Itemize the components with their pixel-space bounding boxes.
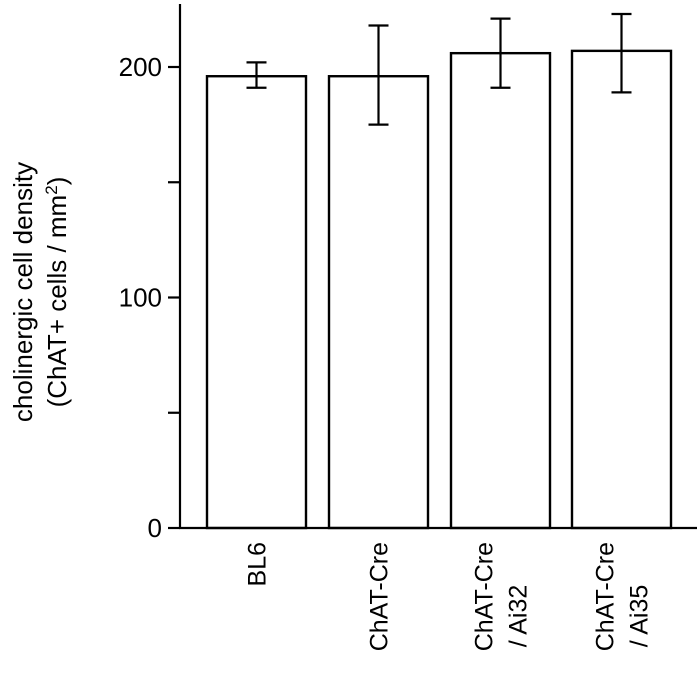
bar-4 (570, 49, 673, 530)
y-axis-label-superscript: 2 (42, 185, 61, 194)
y-axis-label-line-1: cholinergic cell density (8, 162, 38, 422)
y-axis-label: cholinergic cell density (ChAT+ cells / … (8, 162, 72, 422)
y-tick-label-100: 100 (119, 283, 162, 313)
bar-3 (449, 51, 552, 530)
y-axis-label-unit: (ChAT+ cells / mm (42, 195, 72, 408)
bar-2 (327, 75, 430, 530)
category-label-3-line-1: ChAT-Cre (471, 542, 499, 651)
category-label-4-line-2: / Ai35 (626, 585, 654, 648)
y-tick-label-0: 0 (148, 513, 162, 543)
category-label-4-line-1: ChAT-Cre (592, 542, 620, 651)
category-label-1-line-1: BL6 (244, 542, 272, 586)
y-tick-label-200: 200 (119, 52, 162, 82)
category-label-3-line-2: / Ai32 (505, 585, 533, 648)
bar-1 (205, 75, 308, 530)
y-axis-label-line-2: (ChAT+ cells / mm2) (42, 177, 73, 408)
y-axis-label-close: ) (42, 177, 72, 186)
category-label-2-line-1: ChAT-Cre (366, 542, 394, 651)
